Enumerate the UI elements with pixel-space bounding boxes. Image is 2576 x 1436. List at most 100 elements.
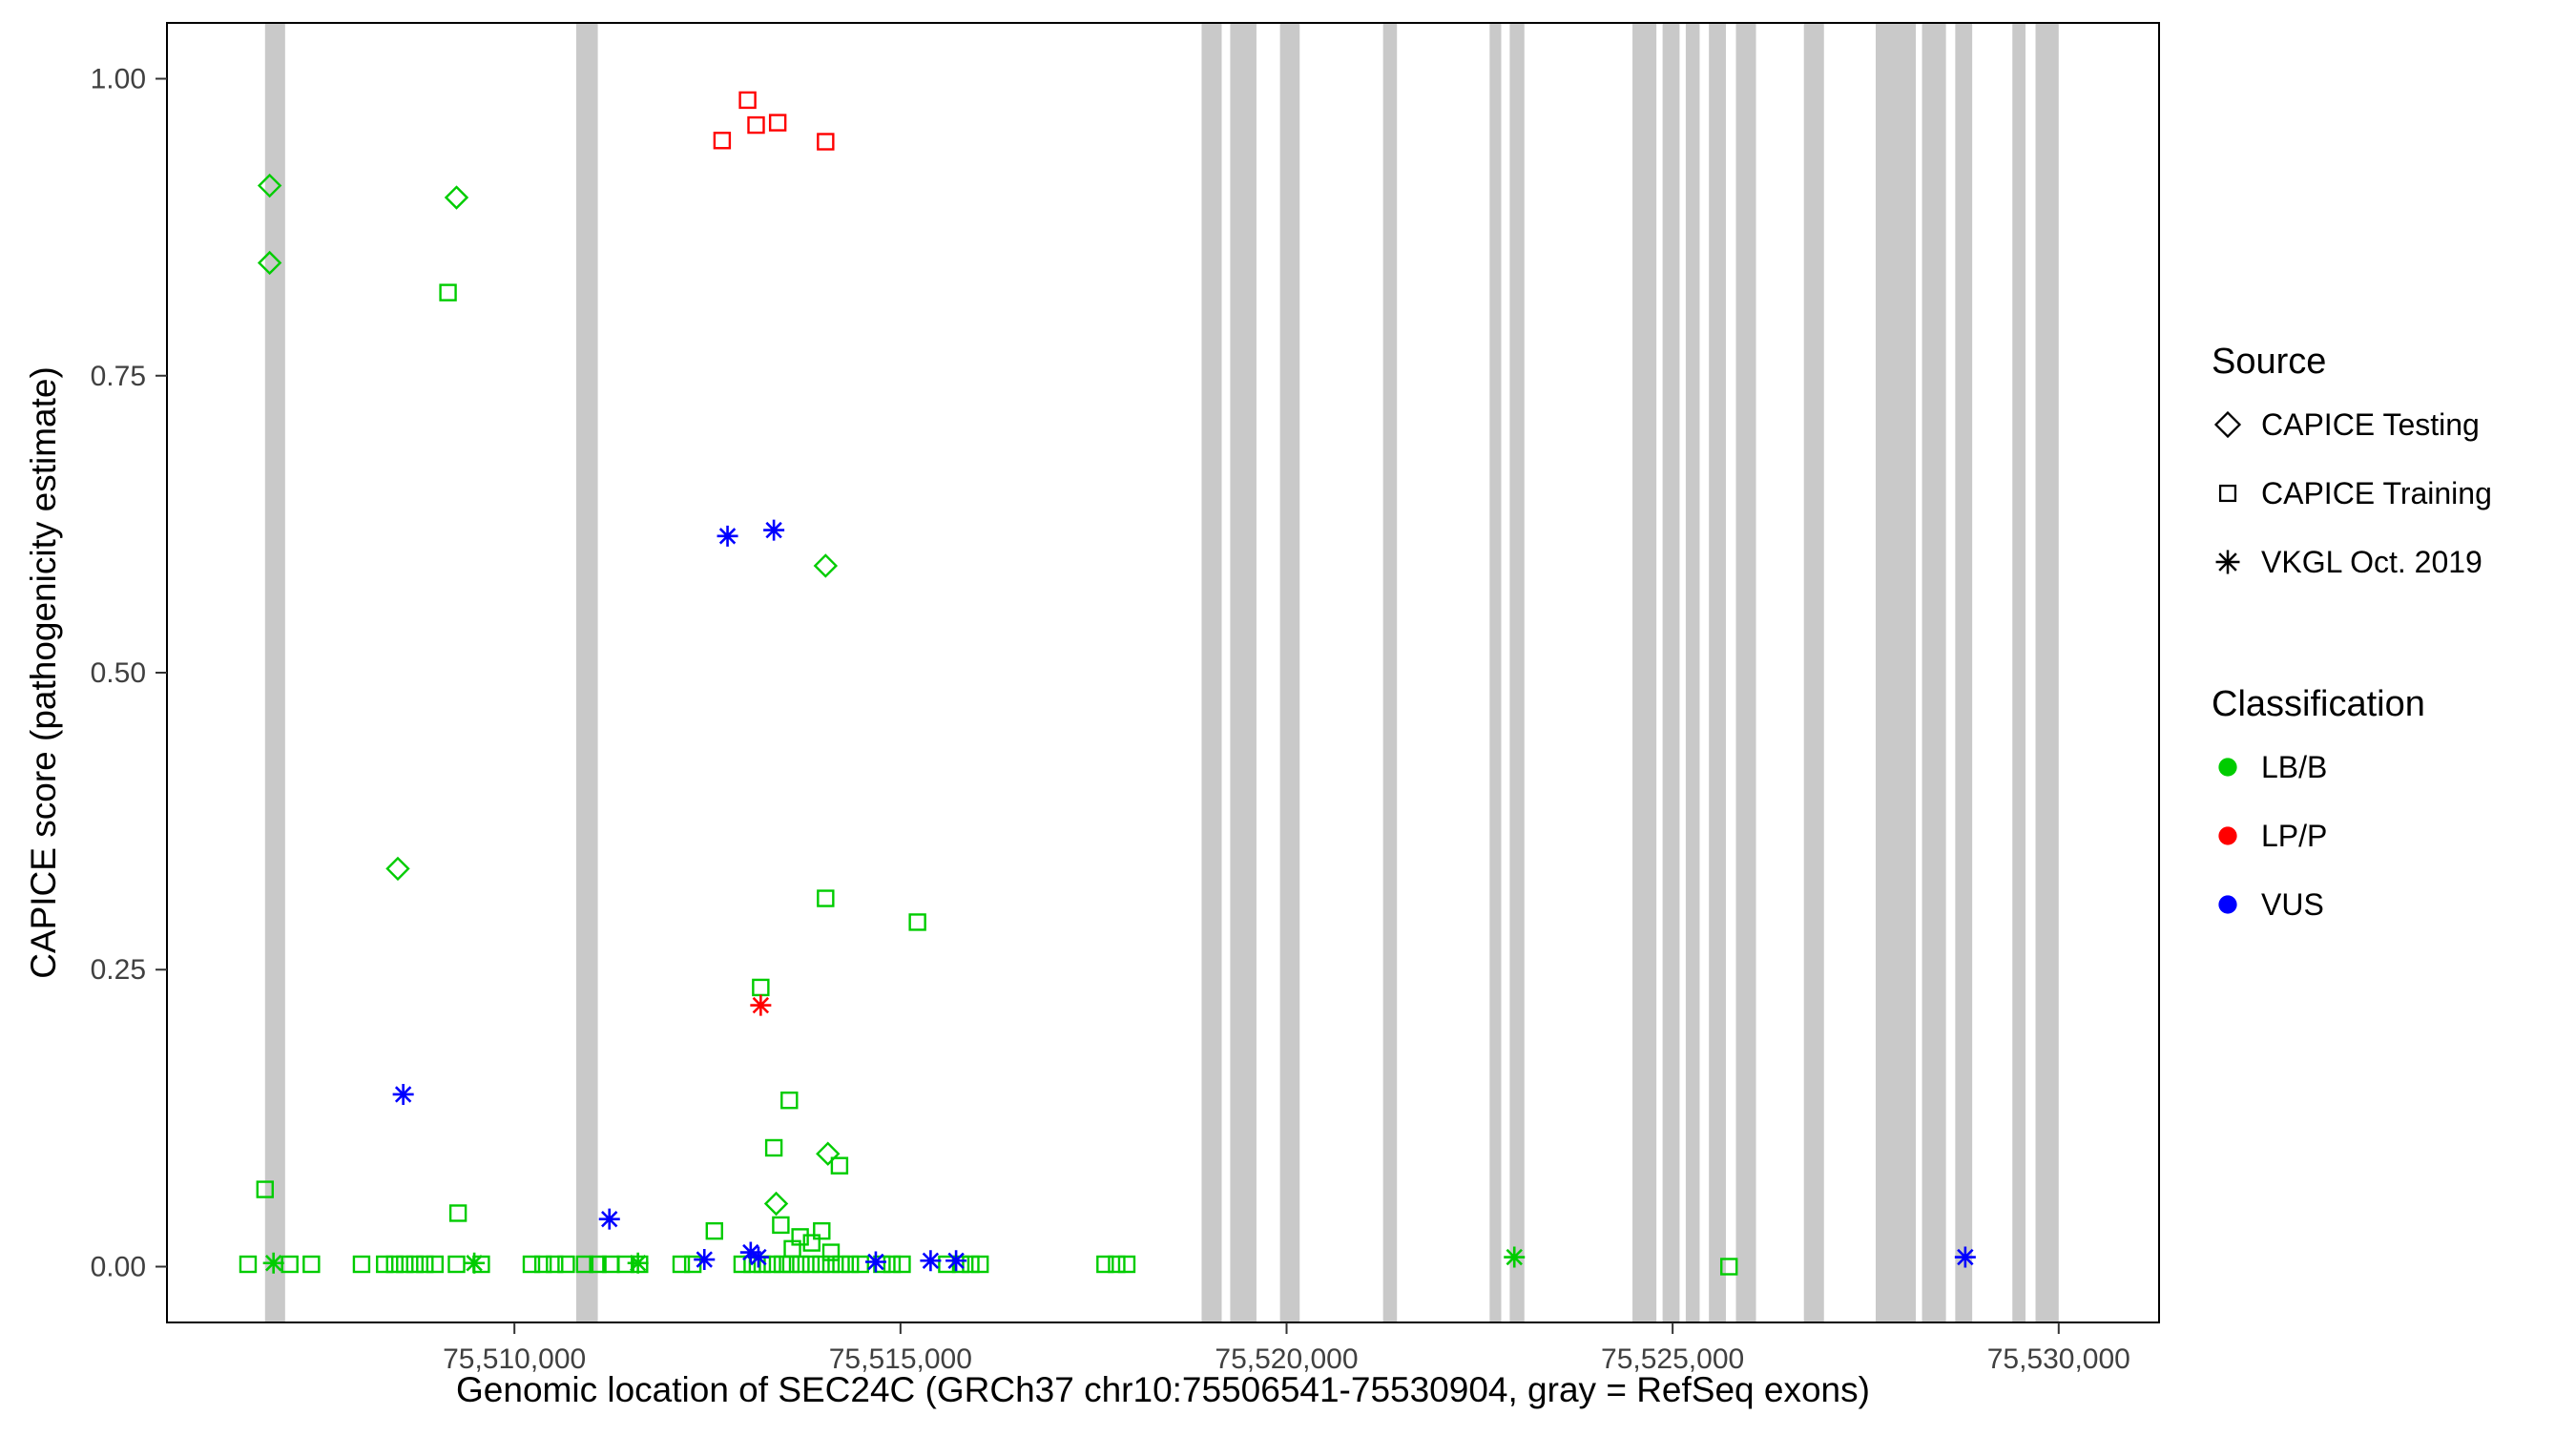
point-asterisk: [392, 1083, 414, 1105]
point-square: [817, 133, 835, 151]
point-square: [705, 1221, 723, 1240]
exon-bar: [1735, 23, 1756, 1322]
exon-bar: [1662, 23, 1680, 1322]
point-square: [747, 115, 765, 135]
point-square: [557, 1255, 575, 1274]
y-tick-label: 0.75: [91, 361, 146, 392]
point-square: [448, 1204, 467, 1222]
exon-bar: [264, 23, 285, 1322]
point-square: [821, 1255, 841, 1274]
point-square: [1720, 1258, 1738, 1276]
exon-bar: [1955, 23, 1973, 1322]
legend: Source CAPICE Testing CAPICE Training VK…: [2212, 342, 2492, 939]
point-square: [302, 1255, 321, 1274]
point-asterisk: [864, 1251, 886, 1273]
point-diamond: [385, 856, 410, 882]
legend-item-label: CAPICE Testing: [2261, 406, 2480, 442]
legend-classification-title: Classification: [2212, 684, 2425, 724]
point-asterisk: [1504, 1246, 1526, 1268]
exon-bar: [1709, 23, 1726, 1322]
point-square: [772, 1216, 790, 1235]
legend-item-vkgl: VKGL Oct. 2019: [2212, 528, 2492, 596]
asterisk-icon: [2215, 550, 2240, 574]
legend-item-capice-training: CAPICE Training: [2212, 459, 2492, 528]
point-square: [801, 1255, 821, 1274]
point-asterisk: [945, 1250, 967, 1272]
point-square: [781, 1255, 800, 1274]
exon-bar: [575, 23, 598, 1322]
point-square: [792, 1255, 810, 1274]
exon-bar: [1875, 23, 1917, 1322]
point-square: [256, 1180, 274, 1198]
y-tick-label: 1.00: [91, 64, 146, 95]
point-square: [802, 1234, 821, 1252]
red-dot-icon: [2218, 826, 2237, 845]
x-tick-label: 75,530,000: [1987, 1343, 2130, 1375]
y-tick-label: 0.00: [91, 1251, 146, 1282]
point-asterisk: [694, 1249, 716, 1271]
exon-bar: [1201, 23, 1222, 1322]
point-square: [385, 1255, 404, 1274]
legend-item-vus: VUS: [2212, 870, 2492, 939]
green-dot-icon: [2218, 758, 2237, 777]
point-square: [1096, 1255, 1114, 1274]
point-square: [821, 1243, 841, 1261]
legend-item-capice-testing: CAPICE Testing: [2212, 390, 2492, 459]
exon-bar: [1382, 23, 1398, 1322]
point-square: [817, 889, 835, 907]
x-tick-label: 75,515,000: [829, 1343, 972, 1375]
point-asterisk: [747, 1246, 769, 1268]
exon-bar: [2012, 23, 2025, 1322]
point-diamond: [813, 553, 839, 578]
legend-source-title: Source: [2212, 342, 2327, 382]
point-square: [908, 913, 926, 931]
point-square: [426, 1255, 445, 1274]
legend-classification: Classification LB/B LP/P VUS: [2212, 684, 2492, 939]
point-square: [962, 1255, 980, 1274]
point-square: [763, 1255, 781, 1274]
point-square: [768, 114, 787, 132]
point-asterisk: [598, 1208, 620, 1230]
point-square: [893, 1255, 911, 1274]
blue-dot-icon: [2218, 895, 2237, 914]
legend-item-lbb: LB/B: [2212, 733, 2492, 801]
exon-bar: [2035, 23, 2059, 1322]
exon-bar: [1230, 23, 1257, 1322]
point-square: [780, 1091, 799, 1110]
legend-source: Source CAPICE Testing CAPICE Training VK…: [2212, 342, 2492, 596]
point-square: [752, 978, 770, 997]
point-asterisk: [717, 525, 738, 547]
point-square: [1117, 1255, 1136, 1274]
point-square: [883, 1255, 902, 1274]
point-asterisk: [750, 994, 772, 1016]
point-asterisk: [627, 1252, 649, 1274]
exon-bar: [1509, 23, 1525, 1322]
square-icon: [2218, 484, 2237, 503]
point-square: [672, 1255, 691, 1274]
legend-item-label: VUS: [2261, 886, 2324, 922]
point-square: [812, 1255, 830, 1274]
point-diamond: [257, 173, 282, 198]
point-square: [938, 1255, 956, 1274]
legend-item-lpp: LP/P: [2212, 801, 2492, 870]
point-square: [738, 91, 757, 110]
point-square: [1108, 1255, 1126, 1274]
point-diamond: [257, 250, 282, 276]
exon-bar: [1632, 23, 1657, 1322]
exon-bar: [1685, 23, 1700, 1322]
point-asterisk: [464, 1252, 486, 1274]
point-square: [239, 1255, 258, 1274]
point-diamond: [763, 1191, 789, 1217]
exon-bar: [1489, 23, 1502, 1322]
point-square: [396, 1255, 414, 1274]
point-square: [851, 1255, 869, 1274]
point-square: [533, 1255, 552, 1274]
point-asterisk: [763, 519, 785, 541]
point-square: [546, 1255, 564, 1274]
legend-item-label: LB/B: [2261, 749, 2328, 784]
point-square: [830, 1156, 849, 1175]
point-square: [522, 1255, 541, 1274]
y-tick-label: 0.50: [91, 657, 146, 689]
